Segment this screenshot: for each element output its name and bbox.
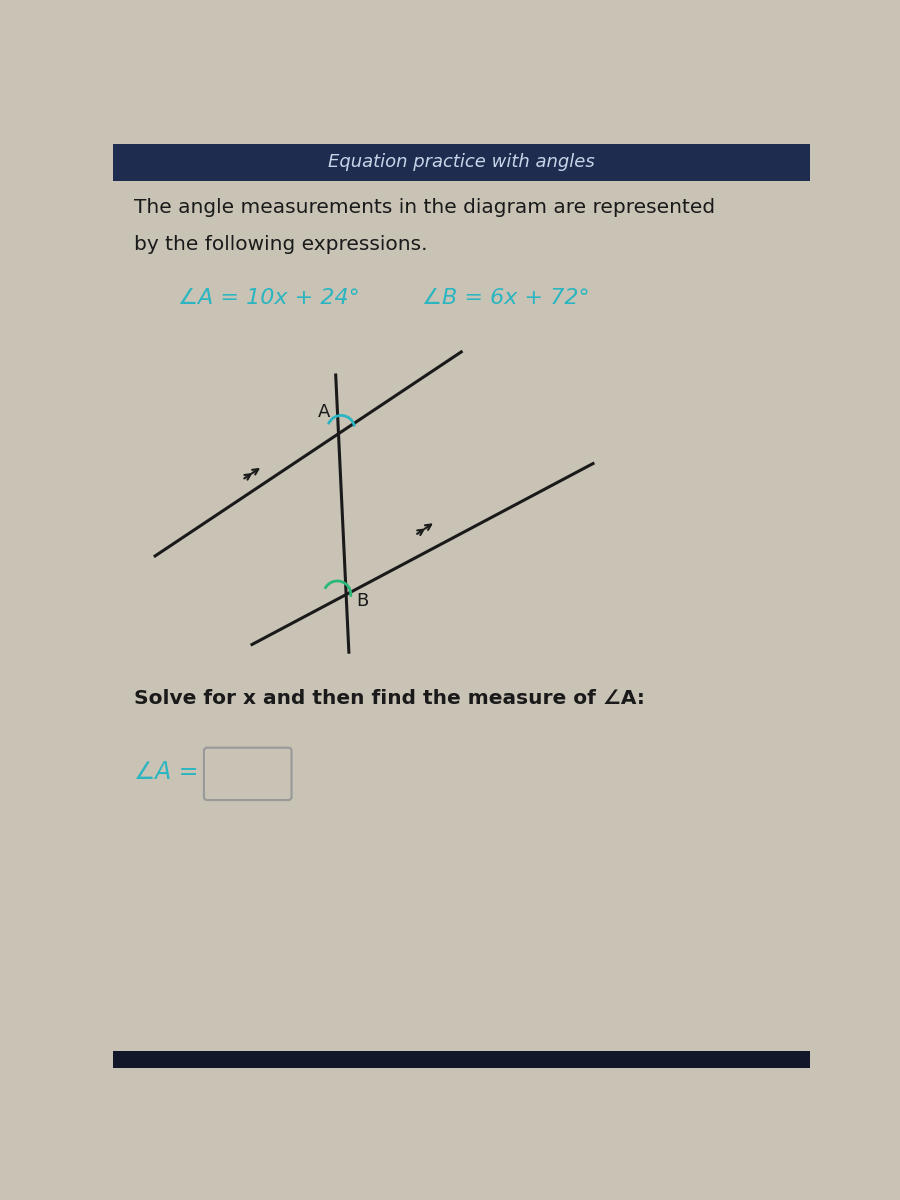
Text: ∠A = 10x + 24°: ∠A = 10x + 24°	[178, 288, 360, 308]
Bar	[112, 144, 810, 181]
Text: Equation practice with angles: Equation practice with angles	[328, 154, 595, 172]
Text: ∠B = 6x + 72°: ∠B = 6x + 72°	[422, 288, 590, 308]
Text: by the following expressions.: by the following expressions.	[134, 235, 428, 254]
Text: A: A	[318, 403, 330, 421]
Text: ∠A =: ∠A =	[134, 760, 199, 784]
Bar	[112, 1051, 810, 1068]
FancyBboxPatch shape	[204, 748, 292, 800]
Text: Solve for x and then find the measure of ∠A:: Solve for x and then find the measure of…	[134, 689, 645, 708]
Text: The angle measurements in the diagram are represented: The angle measurements in the diagram ar…	[134, 198, 716, 217]
Text: B: B	[356, 592, 368, 610]
